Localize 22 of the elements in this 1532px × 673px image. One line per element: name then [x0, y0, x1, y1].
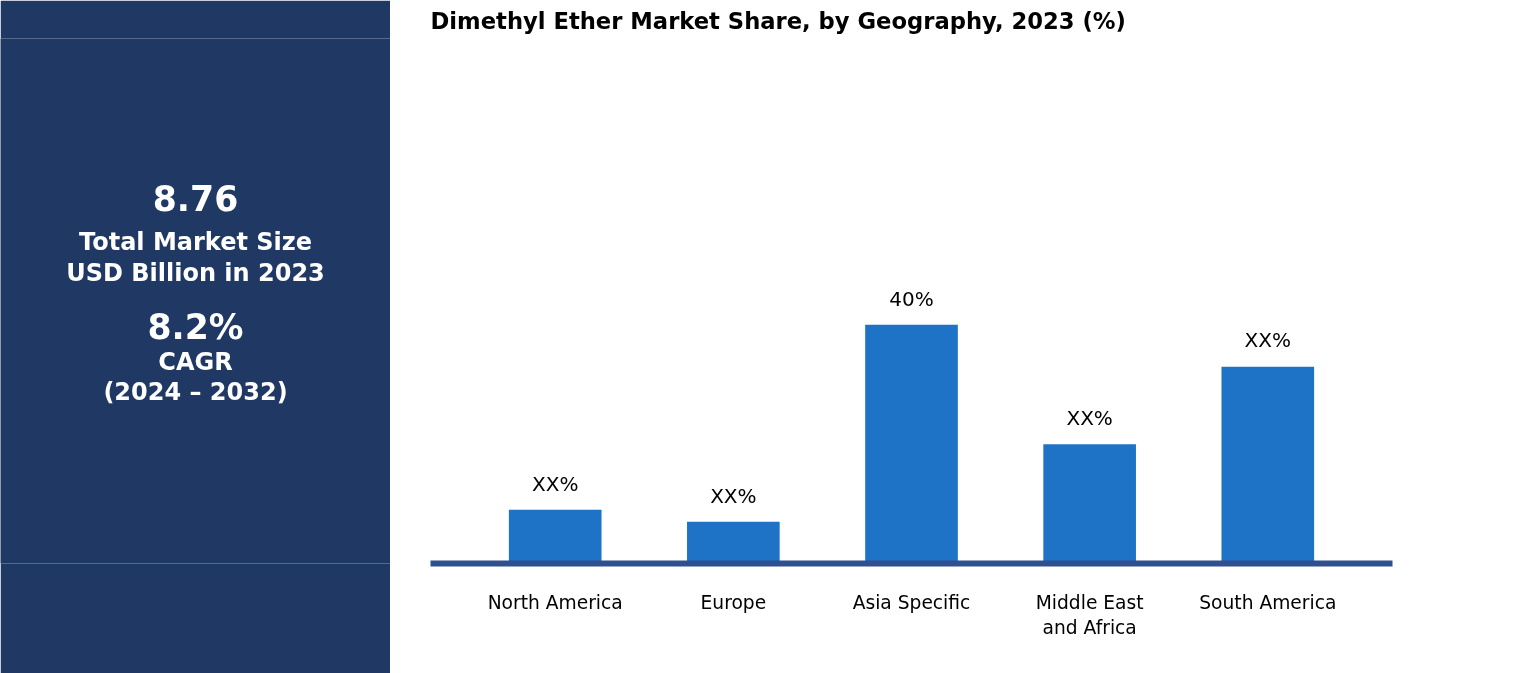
text: Total Market Size	[78, 228, 313, 257]
data-label: 40%	[889, 286, 934, 311]
bar	[865, 324, 958, 564]
bar	[687, 521, 780, 564]
data-label: XX%	[532, 471, 579, 496]
data-label: XX%	[710, 483, 757, 508]
chart-title: Dimethyl Ether Market Share, by Geography, 2023 (%)	[430, 7, 1126, 34]
x-tick-label: Asia Specific	[852, 591, 971, 613]
x-tick-label: Europe	[700, 591, 767, 613]
bar	[1221, 366, 1315, 564]
text: USD Billion in 2023	[66, 258, 325, 287]
text: (2024 – 2032)	[103, 377, 288, 406]
x-tick-label: South America	[1199, 591, 1337, 613]
text: 8.2%	[147, 307, 244, 348]
text: CAGR	[158, 348, 233, 377]
x-tick-label: North America	[487, 591, 623, 613]
text: 8.76	[152, 179, 239, 220]
data-label: XX%	[1066, 406, 1113, 431]
x-tick-label: Middle East and Africa	[1035, 591, 1144, 638]
bar	[508, 509, 602, 564]
bar	[1043, 444, 1136, 564]
data-label: XX%	[1244, 328, 1291, 353]
